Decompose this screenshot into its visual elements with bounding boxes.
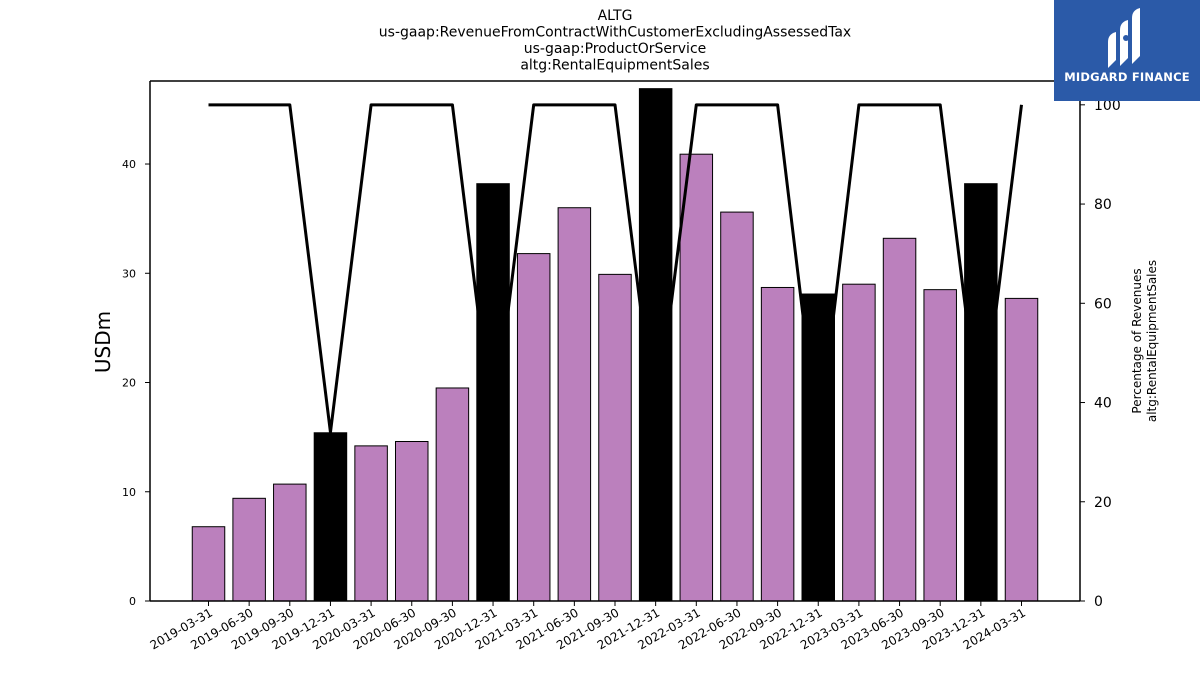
bar-2020-06-30 — [395, 441, 429, 602]
percentage-line-series — [208, 103, 1023, 444]
chart-title-line-2: us-gaap:RevenueFromContractWithCustomerE… — [379, 25, 851, 41]
y-axis-label: USDm — [91, 311, 115, 373]
bar-2023-09-30 — [923, 289, 957, 602]
bar-2019-09-30 — [273, 483, 307, 602]
bar-2020-09-30 — [435, 387, 470, 602]
y2-tick-label: 80 — [1094, 197, 1112, 213]
y-tick-label: 30 — [122, 267, 136, 280]
bars — [191, 88, 1039, 602]
bar-2021-09-30 — [598, 273, 632, 602]
logo-mark-icon — [1108, 8, 1140, 68]
x-axis-ticks: 2019-03-312019-06-302019-09-302019-12-31… — [148, 601, 1028, 652]
y2-tick-label: 20 — [1094, 495, 1112, 511]
bar-2020-12-31 — [476, 183, 510, 602]
y2-tick-label: 100 — [1094, 98, 1121, 114]
bar-2023-06-30 — [882, 237, 917, 602]
right-axis-label-line-1: Percentage of Revenues — [1130, 268, 1144, 413]
bar-2022-09-30 — [760, 286, 795, 602]
y2-tick-label: 40 — [1094, 396, 1112, 412]
right-axis-label-line-2: altg:RentalEquipmentSales — [1145, 260, 1159, 422]
bar-2023-03-31 — [842, 283, 876, 602]
bar-2019-06-30 — [232, 497, 266, 602]
bar-2019-03-31 — [191, 526, 226, 602]
bar-2023-12-31 — [964, 183, 998, 602]
bar-2019-12-31 — [313, 432, 348, 602]
chart-title-line-3: us-gaap:ProductOrService — [524, 41, 707, 57]
midgard-finance-logo: MIDGARD FINANCE — [1054, 0, 1200, 101]
right-axis-ticks: 0 20 40 60 80 100 — [1080, 98, 1121, 610]
y2-tick-label: 0 — [1094, 594, 1103, 610]
y-tick-label: 10 — [122, 486, 136, 499]
bar-2024-03-31 — [1004, 297, 1039, 602]
bar-2021-06-30 — [557, 207, 592, 602]
y2-tick-label: 60 — [1094, 296, 1112, 312]
y-tick-label: 0 — [129, 595, 136, 608]
left-axis-ticks: 0 10 20 30 40 — [122, 158, 150, 608]
bar-2021-03-31 — [516, 253, 551, 602]
bar-2020-03-31 — [354, 445, 388, 602]
right-axis-label: Percentage of Revenues altg:RentalEquipme… — [1130, 260, 1159, 422]
y-tick-label: 20 — [122, 377, 136, 390]
bar-2022-06-30 — [720, 211, 754, 602]
chart-title: ALTGus-gaap:RevenueFromContractWithCusto… — [379, 8, 851, 74]
y-tick-label: 40 — [122, 158, 136, 171]
bar-2022-03-31 — [679, 153, 714, 602]
percentage-line — [208, 103, 1023, 444]
chart-title-line-4: altg:RentalEquipmentSales — [520, 58, 709, 74]
logo-text: MIDGARD FINANCE — [1064, 70, 1190, 84]
chart-title-line-1: ALTG — [598, 8, 633, 24]
